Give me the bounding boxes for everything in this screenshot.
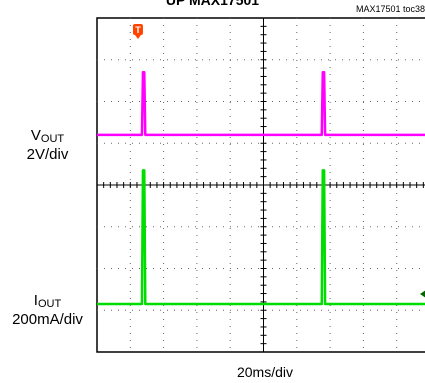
iout-scale: 200mA/div (12, 311, 83, 328)
trigger-marker-icon (132, 24, 143, 35)
chart-title: UP MAX17501 (165, 0, 260, 8)
trace-vout (97, 71, 425, 137)
trigger-pointer-icon (134, 35, 141, 39)
iout-label-name: I (33, 292, 38, 309)
ground-marker-icon (420, 121, 425, 129)
figure-id: MAX17501 toc38 (355, 4, 425, 14)
vout-label-name: V (30, 127, 41, 144)
iout-label: IOUT 200mA/div (0, 292, 95, 329)
x-axis-label: 20ms/div (236, 364, 294, 380)
vout-label-sub: OUT (40, 133, 65, 145)
trigger-label: T (135, 25, 141, 35)
iout-label-sub: OUT (37, 298, 62, 310)
vout-scale: 2V/div (26, 146, 69, 163)
vout-label: VOUT 2V/div (0, 127, 95, 164)
trace-iout (97, 169, 425, 306)
ground-marker-icon (420, 290, 425, 298)
